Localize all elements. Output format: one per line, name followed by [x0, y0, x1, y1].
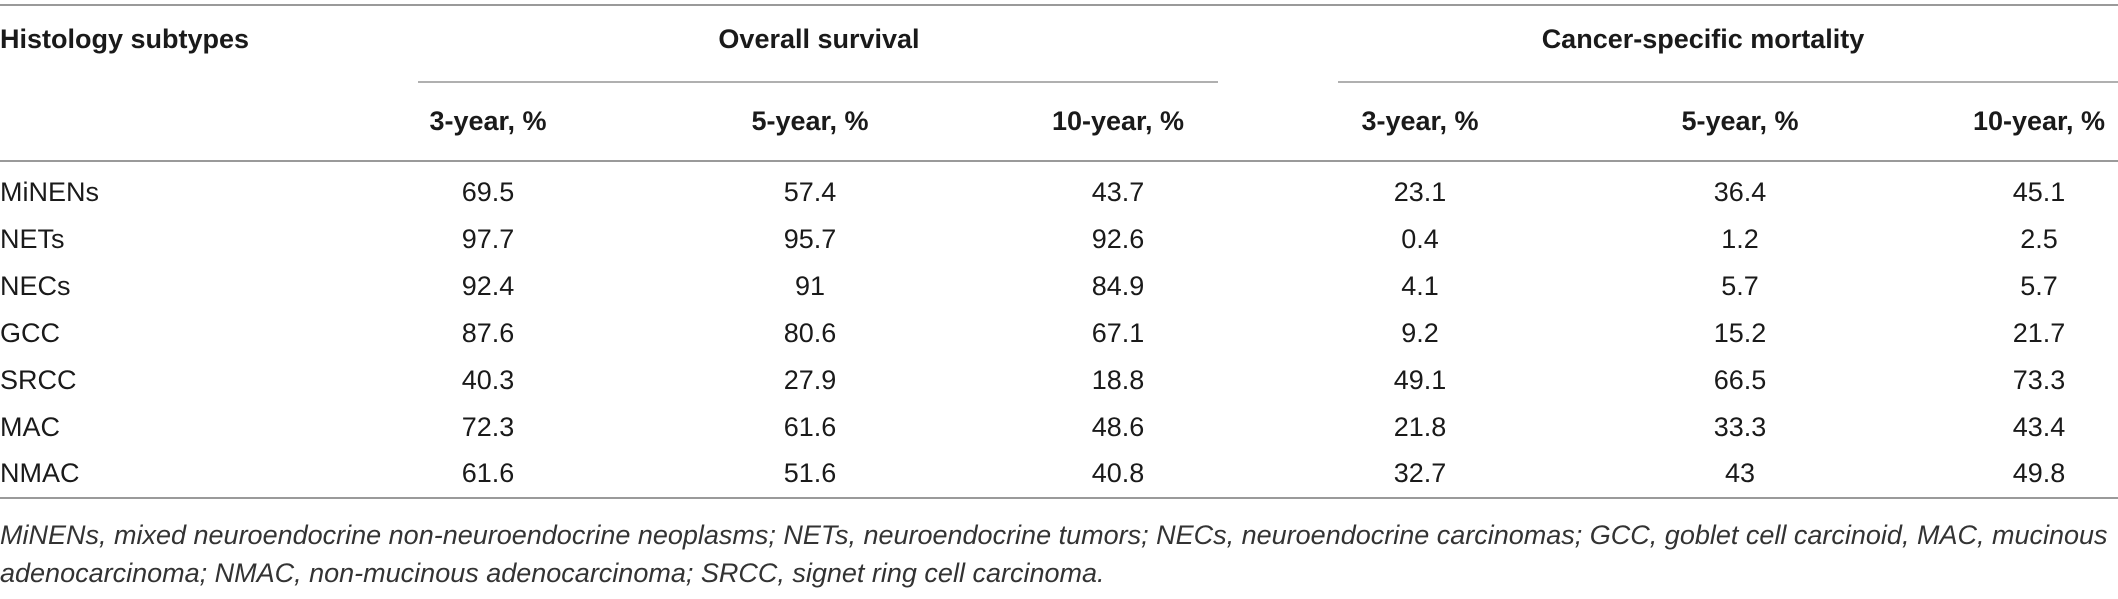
table-cell: 92.4 — [461, 271, 515, 301]
table-cell: 15.2 — [1713, 318, 1767, 348]
sub-header-csm-10yr: 10-year, % — [1972, 106, 2106, 136]
table-cell: 5.7 — [2020, 271, 2058, 301]
table-cell: 49.1 — [1393, 365, 1447, 395]
row-label: NETs — [0, 224, 65, 254]
row-header-label: Histology subtypes — [0, 24, 250, 54]
table-cell: 40.8 — [1091, 458, 1145, 488]
cancer-mortality-underline — [1338, 81, 2118, 83]
table-bottom-rule — [0, 497, 2118, 499]
table-top-rule — [0, 4, 2118, 6]
table-cell: 9.2 — [1401, 318, 1439, 348]
table-cell: 97.7 — [461, 224, 515, 254]
sub-header-os-5yr: 5-year, % — [751, 106, 869, 136]
sub-header-os-10yr: 10-year, % — [1051, 106, 1185, 136]
overall-survival-underline — [418, 81, 1218, 83]
table-cell: 92.6 — [1091, 224, 1145, 254]
table-cell: 73.3 — [2012, 365, 2066, 395]
table-cell: 2.5 — [2020, 224, 2058, 254]
table-cell: 66.5 — [1713, 365, 1767, 395]
table-cell: 43.4 — [2012, 412, 2066, 442]
row-label: SRCC — [0, 365, 77, 395]
sub-header-csm-5yr: 5-year, % — [1681, 106, 1799, 136]
table-cell: 87.6 — [461, 318, 515, 348]
sub-header-os-3yr: 3-year, % — [429, 106, 547, 136]
table-cell: 18.8 — [1091, 365, 1145, 395]
table-cell: 95.7 — [783, 224, 837, 254]
table-cell: 36.4 — [1713, 177, 1767, 207]
sub-header-csm-3yr: 3-year, % — [1361, 106, 1479, 136]
row-label: NECs — [0, 271, 71, 301]
table-cell: 48.6 — [1091, 412, 1145, 442]
table-cell: 43 — [1724, 458, 1756, 488]
table-cell: 72.3 — [461, 412, 515, 442]
table-cell: 33.3 — [1713, 412, 1767, 442]
row-label: MAC — [0, 412, 60, 442]
table-cell: 40.3 — [461, 365, 515, 395]
table-footnote: MiNENs, mixed neuroendocrine non-neuroen… — [0, 520, 2108, 588]
group-header-overall-survival: Overall survival — [718, 24, 920, 54]
table-cell: 21.8 — [1393, 412, 1447, 442]
row-label: NMAC — [0, 458, 80, 488]
table-cell: 67.1 — [1091, 318, 1145, 348]
group-header-cancer-specific-mortality: Cancer-specific mortality — [1541, 24, 1865, 54]
table-cell: 84.9 — [1091, 271, 1145, 301]
table-cell: 32.7 — [1393, 458, 1447, 488]
table-cell: 0.4 — [1401, 224, 1439, 254]
row-label: MiNENs — [0, 177, 99, 207]
table-cell: 1.2 — [1721, 224, 1759, 254]
table-cell: 69.5 — [461, 177, 515, 207]
table-cell: 49.8 — [2012, 458, 2066, 488]
table-cell: 51.6 — [783, 458, 837, 488]
row-label: GCC — [0, 318, 60, 348]
header-bottom-rule — [0, 160, 2118, 162]
table-cell: 45.1 — [2012, 177, 2066, 207]
table-cell: 61.6 — [783, 412, 837, 442]
table-cell: 27.9 — [783, 365, 837, 395]
table-cell: 91 — [794, 271, 826, 301]
table-cell: 4.1 — [1401, 271, 1439, 301]
table-cell: 21.7 — [2012, 318, 2066, 348]
table-cell: 43.7 — [1091, 177, 1145, 207]
table-cell: 57.4 — [783, 177, 837, 207]
table-cell: 5.7 — [1721, 271, 1759, 301]
table-cell: 61.6 — [461, 458, 515, 488]
table-cell: 80.6 — [783, 318, 837, 348]
table-cell: 23.1 — [1393, 177, 1447, 207]
